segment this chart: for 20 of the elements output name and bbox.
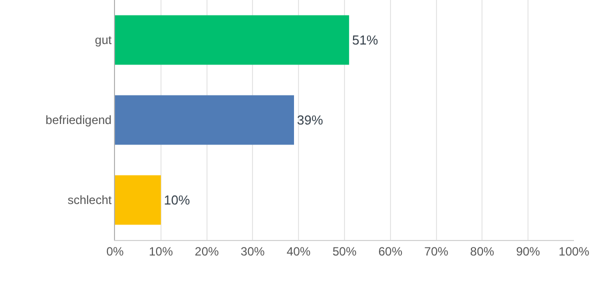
x-tick-label: 30% — [240, 244, 266, 258]
bar — [115, 175, 161, 225]
x-tick-label: 60% — [378, 244, 403, 258]
x-tick-label: 90% — [516, 244, 540, 258]
bar — [115, 95, 294, 145]
data-label: 10% — [164, 192, 190, 208]
data-label: 39% — [297, 112, 324, 128]
bar — [115, 15, 350, 65]
x-tick-label: 70% — [424, 244, 449, 258]
x-tick-label: 0% — [106, 244, 124, 258]
x-tick-label: 40% — [286, 244, 311, 258]
x-tick-label: 80% — [470, 244, 495, 258]
y-tick-label: gut — [94, 33, 112, 48]
x-tick-label: 20% — [194, 244, 220, 258]
x-tick-label: 10% — [148, 244, 174, 258]
y-tick-label: schlecht — [68, 193, 112, 208]
data-label: 51% — [352, 32, 379, 48]
y-tick-label: befriedigend — [46, 113, 112, 128]
x-tick-label: 50% — [332, 244, 357, 258]
x-tick-label: 100% — [558, 244, 590, 258]
